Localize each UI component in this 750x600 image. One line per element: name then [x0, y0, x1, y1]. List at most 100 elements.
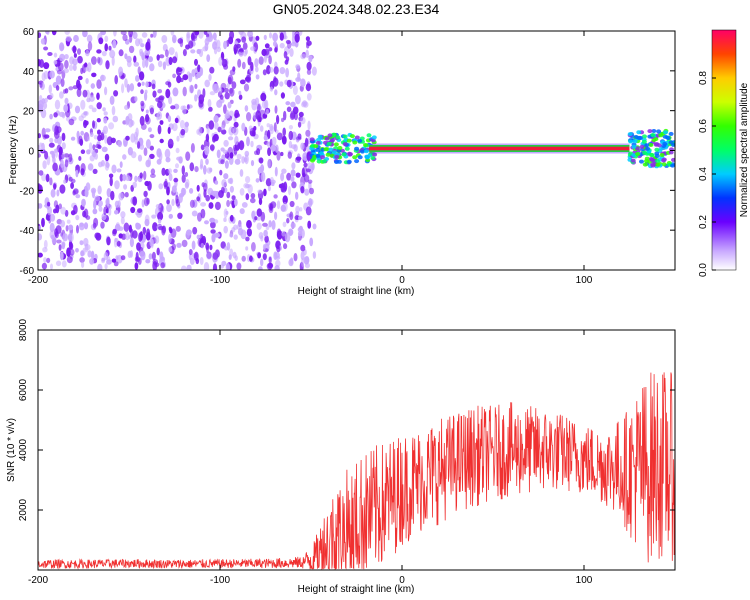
noise-blob [273, 66, 279, 75]
noise-blob [84, 244, 91, 251]
noise-blob [120, 216, 125, 225]
noise-blob [142, 226, 147, 235]
noise-blob [118, 66, 124, 77]
colorbar-tick-label: 0.4 [698, 167, 709, 181]
noise-blob [282, 127, 287, 137]
noise-blob [90, 83, 96, 89]
noise-blob [189, 188, 194, 194]
signal-blob [321, 159, 327, 164]
noise-blob [130, 151, 137, 159]
noise-blob [236, 43, 242, 49]
noise-blob [42, 160, 47, 170]
noise-blob [283, 110, 287, 121]
noise-blob [84, 188, 89, 198]
noise-blob [220, 82, 227, 90]
noise-blob [93, 199, 97, 210]
noise-blob [226, 191, 231, 199]
noise-blob [168, 226, 172, 232]
noise-blob [130, 206, 136, 214]
y-tick-label: -20 [20, 186, 35, 197]
noise-blob [222, 149, 228, 154]
noise-blob [190, 143, 195, 153]
noise-blob [250, 160, 255, 167]
noise-blob [241, 61, 246, 70]
noise-blob [152, 222, 158, 232]
noise-blob [119, 173, 124, 182]
noise-blob [295, 191, 299, 200]
noise-blob [164, 148, 171, 159]
noise-blob [146, 228, 151, 238]
noise-blob [208, 106, 213, 112]
signal-blob [372, 152, 378, 157]
signal-blob [360, 149, 365, 154]
noise-blob [104, 35, 109, 42]
snr-panel: -200 -100 0 100 2000 4000 6000 8000 Height of s… [6, 318, 676, 595]
noise-blob [224, 113, 231, 119]
noise-blob [207, 99, 212, 108]
noise-blob [186, 33, 190, 43]
noise-blob [80, 130, 85, 136]
noise-blob [175, 163, 179, 169]
noise-blob [52, 162, 58, 172]
noise-blob [118, 49, 124, 57]
noise-blob [150, 168, 156, 175]
noise-blob [281, 135, 287, 145]
noise-blob [49, 113, 53, 120]
noise-blob [87, 41, 93, 51]
noise-blob [96, 118, 101, 123]
noise-blob [98, 37, 104, 45]
noise-blob [184, 121, 189, 128]
noise-blob [243, 183, 250, 189]
spectrogram-xlabel: Height of straight line (km) [298, 286, 415, 297]
noise-blob [209, 244, 213, 251]
colorbar-tick-label: 0.2 [698, 215, 709, 229]
signal-blob [327, 133, 333, 138]
noise-blob [205, 194, 210, 202]
noise-blob [82, 31, 88, 38]
noise-blob [282, 221, 287, 228]
noise-blob [286, 106, 292, 113]
noise-blob [281, 230, 286, 237]
noise-blob [137, 208, 143, 214]
noise-blob [276, 132, 283, 141]
noise-blob [265, 109, 269, 115]
noise-blob [305, 168, 311, 173]
noise-blob [229, 233, 234, 238]
noise-blob [75, 248, 79, 253]
noise-blob [243, 157, 248, 163]
noise-blob [94, 232, 100, 239]
noise-blob [126, 60, 132, 68]
noise-blob [238, 31, 244, 36]
noise-blob [254, 58, 259, 68]
noise-blob [245, 246, 249, 251]
noise-blob [177, 212, 183, 219]
noise-blob [140, 100, 145, 107]
noise-blob [280, 92, 285, 99]
noise-blob [223, 104, 227, 115]
noise-blob [200, 158, 204, 169]
noise-blob [212, 135, 216, 143]
noise-blob [114, 210, 119, 215]
colorbar-tick-label: 0.8 [698, 71, 709, 85]
signal-blob [326, 141, 332, 146]
noise-blob [109, 49, 116, 59]
noise-blob [166, 199, 170, 205]
noise-blob [96, 49, 102, 54]
signal-blob [655, 159, 661, 164]
signal-blob [668, 131, 674, 136]
noise-blob [231, 195, 236, 201]
noise-blob [203, 182, 208, 192]
noise-blob [113, 31, 117, 37]
y-tick-label: 40 [23, 67, 35, 78]
noise-blob [104, 43, 108, 52]
noise-blob [189, 199, 195, 208]
noise-blob [149, 238, 154, 247]
noise-blob [139, 172, 143, 179]
noise-blob [196, 196, 201, 202]
noise-blob [264, 43, 270, 49]
noise-blob [63, 153, 70, 158]
noise-blob [122, 174, 127, 182]
noise-blob [168, 246, 173, 253]
signal-blob [352, 155, 358, 160]
